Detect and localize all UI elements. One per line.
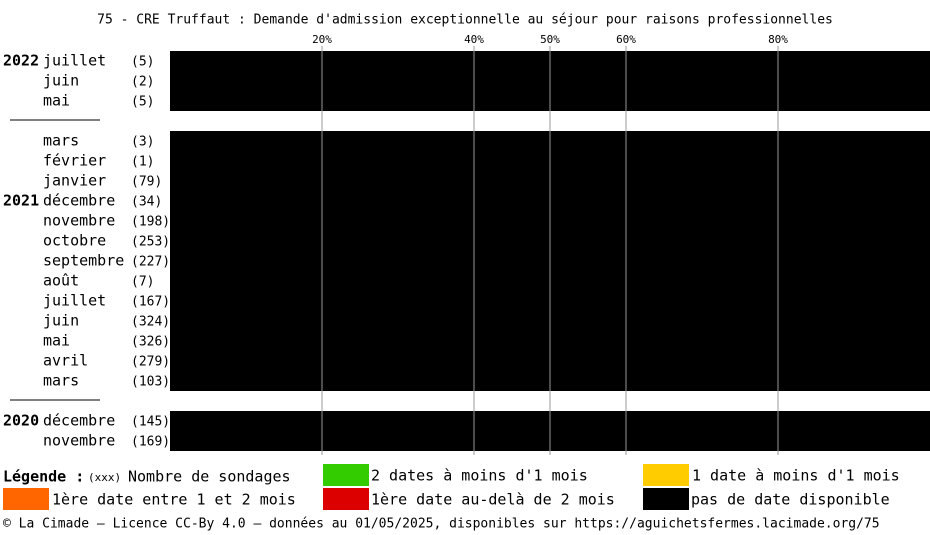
legend-swatch [323, 464, 369, 486]
legend-title: Légende : [3, 468, 84, 486]
month-label: janvier [43, 172, 106, 190]
month-label: décembre [43, 412, 115, 430]
count-label: (5) [131, 95, 154, 110]
month-label: novembre [43, 432, 115, 450]
legend-label: 2 dates à moins d'1 mois [371, 467, 588, 485]
count-label: (279) [131, 355, 170, 370]
legend-swatch [643, 464, 689, 486]
count-label: (34) [131, 195, 162, 210]
count-label: (326) [131, 335, 170, 350]
legend-count-text: Nombre de sondages [128, 468, 291, 486]
count-label: (79) [131, 175, 162, 190]
count-label: (103) [131, 375, 170, 390]
month-label: février [43, 152, 106, 170]
x-tick-label: 50% [540, 33, 560, 46]
footer: © La Cimade — Licence CC-By 4.0 — donnée… [3, 517, 880, 532]
x-tick-label: 60% [616, 33, 636, 46]
x-tick-label: 20% [312, 33, 332, 46]
count-label: (167) [131, 295, 170, 310]
month-label: mars [43, 132, 79, 150]
count-label: (169) [131, 435, 170, 450]
month-label: juin [43, 72, 79, 90]
month-label: juin [43, 312, 79, 330]
month-label: juillet [43, 52, 106, 70]
count-label: (1) [131, 155, 154, 170]
count-label: (5) [131, 55, 154, 70]
legend-swatch [3, 488, 49, 510]
year-label: 2021 [3, 192, 39, 210]
x-tick-label: 40% [464, 33, 484, 46]
count-label: (227) [131, 255, 170, 270]
month-label: mai [43, 92, 70, 110]
count-label: (3) [131, 135, 154, 150]
legend-swatch [643, 488, 689, 510]
month-label: août [43, 272, 79, 290]
year-label: 2022 [3, 52, 39, 70]
legend-count-key: (xxx) [88, 471, 121, 484]
legend-swatch [323, 488, 369, 510]
legend-label: 1 date à moins d'1 mois [692, 467, 900, 485]
month-label: septembre [43, 252, 124, 270]
x-tick-label: 80% [768, 33, 788, 46]
month-label: mai [43, 332, 70, 350]
month-label: décembre [43, 192, 115, 210]
year-label: 2020 [3, 412, 39, 430]
chart-title: 75 - CRE Truffaut : Demande d'admission … [97, 13, 833, 28]
legend-label: 1ère date entre 1 et 2 mois [52, 491, 296, 509]
count-label: (2) [131, 75, 154, 90]
legend-label: pas de date disponible [691, 491, 890, 509]
month-label: avril [43, 352, 88, 370]
count-label: (145) [131, 415, 170, 430]
count-label: (253) [131, 235, 170, 250]
month-label: novembre [43, 212, 115, 230]
month-label: juillet [43, 292, 106, 310]
month-label: mars [43, 372, 79, 390]
month-label: octobre [43, 232, 106, 250]
count-label: (324) [131, 315, 170, 330]
count-label: (198) [131, 215, 170, 230]
legend-label: 1ère date au-delà de 2 mois [371, 491, 615, 509]
count-label: (7) [131, 275, 154, 290]
